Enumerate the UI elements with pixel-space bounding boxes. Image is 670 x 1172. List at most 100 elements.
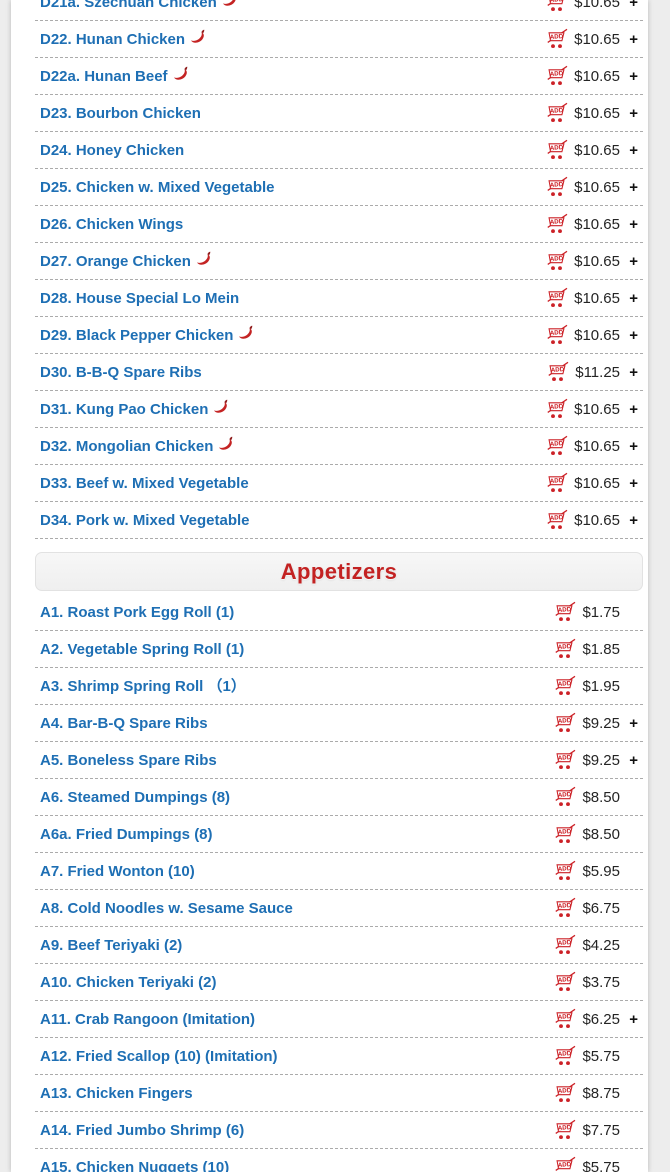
menu-item-link[interactable]: A6. Steamed Dumpings (8) [40, 788, 231, 806]
menu-item-link[interactable]: A9. Beef Teriyaki (2) [40, 936, 183, 954]
add-to-cart-icon[interactable]: ADD [553, 971, 576, 992]
menu-item-row: A13. Chicken Fingers ADD $8.75 [35, 1075, 643, 1112]
add-to-cart-icon[interactable]: ADD [545, 435, 568, 456]
add-to-cart-icon[interactable]: ADD [546, 361, 569, 382]
price-plus-indicator: + [629, 67, 638, 85]
menu-item-link[interactable]: A14. Fried Jumbo Shrimp (6) [40, 1121, 245, 1139]
menu-item-link[interactable]: A2. Vegetable Spring Roll (1) [40, 640, 245, 658]
add-to-cart-icon[interactable]: ADD [545, 472, 568, 493]
item-price: $10.65 [574, 141, 620, 159]
add-to-cart-icon[interactable]: ADD [553, 749, 576, 770]
menu-item-link[interactable]: D23. Bourbon Chicken [40, 104, 201, 122]
add-to-cart-icon[interactable]: ADD [545, 398, 568, 419]
add-to-cart-icon[interactable]: ADD [545, 213, 568, 234]
menu-item-link[interactable]: D22. Hunan Chicken [40, 30, 186, 48]
add-to-cart-icon[interactable]: ADD [553, 675, 576, 696]
add-to-cart-icon[interactable]: ADD [553, 712, 576, 733]
price-plus-indicator: + [629, 252, 638, 270]
add-to-cart-icon[interactable]: ADD [553, 934, 576, 955]
add-to-cart-icon[interactable]: ADD [545, 324, 568, 345]
svg-text:ADD: ADD [558, 1013, 572, 1021]
add-to-cart-icon[interactable]: ADD [553, 601, 576, 622]
menu-item-row: A6a. Fried Dumpings (8) ADD $8.50 [35, 816, 643, 853]
svg-text:ADD: ADD [558, 1124, 572, 1132]
chili-pepper-icon [218, 436, 236, 453]
item-price: $10.65 [574, 30, 620, 48]
section-header-appetizers: Appetizers [35, 552, 643, 591]
add-to-cart-icon[interactable]: ADD [545, 509, 568, 530]
menu-item-link[interactable]: A4. Bar-B-Q Spare Ribs [40, 714, 208, 732]
svg-text:ADD: ADD [550, 255, 564, 263]
item-price: $9.25 [582, 714, 620, 732]
add-to-cart-icon[interactable]: ADD [553, 823, 576, 844]
menu-item-link[interactable]: A7. Fried Wonton (10) [40, 862, 195, 880]
menu-item-link[interactable]: A8. Cold Noodles w. Sesame Sauce [40, 899, 293, 917]
item-price: $10.65 [574, 252, 620, 270]
menu-item-link[interactable]: A5. Boneless Spare Ribs [40, 751, 217, 769]
menu-item-link[interactable]: D31. Kung Pao Chicken [40, 400, 209, 418]
add-to-cart-icon[interactable]: ADD [545, 0, 568, 12]
svg-text:ADD: ADD [550, 70, 564, 78]
add-to-cart-icon[interactable]: ADD [553, 638, 576, 659]
price-plus-indicator: + [629, 0, 638, 11]
menu-item-row: A4. Bar-B-Q Spare Ribs ADD $9.25 + [35, 705, 643, 742]
menu-item-link[interactable]: D25. Chicken w. Mixed Vegetable [40, 178, 275, 196]
add-to-cart-icon[interactable]: ADD [553, 1045, 576, 1066]
add-to-cart-icon[interactable]: ADD [545, 250, 568, 271]
menu-item-row: A11. Crab Rangoon (Imitation) ADD $6.25 [35, 1001, 643, 1038]
menu-item-link[interactable]: D27. Orange Chicken [40, 252, 191, 270]
add-to-cart-icon[interactable]: ADD [553, 1119, 576, 1140]
menu-page-card: D21a. Szechuan Chicken ADD $10.65 + [11, 0, 648, 1172]
menu-item-row: D31. Kung Pao Chicken ADD $10.65 + [35, 391, 643, 428]
add-to-cart-icon[interactable]: ADD [553, 897, 576, 918]
menu-item-link[interactable]: A10. Chicken Teriyaki (2) [40, 973, 217, 991]
chili-pepper-icon [213, 399, 231, 416]
menu-item-link[interactable]: A6a. Fried Dumpings (8) [40, 825, 213, 843]
menu-item-link[interactable]: D29. Black Pepper Chicken [40, 326, 234, 344]
menu-item-link[interactable]: D30. B-B-Q Spare Ribs [40, 363, 202, 381]
svg-text:ADD: ADD [550, 181, 564, 189]
add-to-cart-icon[interactable]: ADD [545, 65, 568, 86]
menu-item-row: D30. B-B-Q Spare Ribs ADD $11.25 + [35, 354, 643, 391]
chili-pepper-icon [196, 251, 214, 268]
add-to-cart-icon[interactable]: ADD [545, 139, 568, 160]
item-price: $7.75 [582, 1121, 620, 1139]
svg-text:ADD: ADD [550, 218, 564, 226]
add-to-cart-icon[interactable]: ADD [545, 102, 568, 123]
add-to-cart-icon[interactable]: ADD [545, 287, 568, 308]
menu-item-row: A15. Chicken Nuggets (10) ADD $5.75 [35, 1149, 643, 1172]
menu-item-row: A9. Beef Teriyaki (2) ADD $4.25 [35, 927, 643, 964]
menu-item-row: A14. Fried Jumbo Shrimp (6) ADD $7.75 [35, 1112, 643, 1149]
menu-item-link[interactable]: A1. Roast Pork Egg Roll (1) [40, 603, 235, 621]
menu-item-link[interactable]: A3. Shrimp Spring Roll （1） [40, 677, 246, 695]
item-price: $6.25 [582, 1010, 620, 1028]
menu-item-link[interactable]: D34. Pork w. Mixed Vegetable [40, 511, 250, 529]
menu-item-link[interactable]: A13. Chicken Fingers [40, 1084, 193, 1102]
menu-item-link[interactable]: A12. Fried Scallop (10) (Imitation) [40, 1047, 278, 1065]
menu-item-link[interactable]: D22a. Hunan Beef [40, 67, 168, 85]
menu-item-link[interactable]: D21a. Szechuan Chicken [40, 0, 217, 11]
menu-item-link[interactable]: A15. Chicken Nuggets (10) [40, 1158, 230, 1172]
menu-item-link[interactable]: D26. Chicken Wings [40, 215, 184, 233]
svg-text:ADD: ADD [558, 643, 572, 651]
menu-item-link[interactable]: D33. Beef w. Mixed Vegetable [40, 474, 249, 492]
add-to-cart-icon[interactable]: ADD [553, 786, 576, 807]
menu-item-link[interactable]: D24. Honey Chicken [40, 141, 185, 159]
add-to-cart-icon[interactable]: ADD [545, 28, 568, 49]
price-plus-indicator: + [629, 178, 638, 196]
menu-item-row: A6. Steamed Dumpings (8) ADD $8.50 [35, 779, 643, 816]
svg-text:ADD: ADD [550, 144, 564, 152]
item-price: $1.95 [582, 677, 620, 695]
add-to-cart-icon[interactable]: ADD [545, 176, 568, 197]
add-to-cart-icon[interactable]: ADD [553, 1082, 576, 1103]
price-plus-indicator: + [629, 474, 638, 492]
add-to-cart-icon[interactable]: ADD [553, 1008, 576, 1029]
menu-item-row: D28. House Special Lo Mein ADD $10.65 [35, 280, 643, 317]
add-to-cart-icon[interactable]: ADD [553, 860, 576, 881]
add-to-cart-icon[interactable]: ADD [553, 1156, 576, 1172]
svg-text:ADD: ADD [558, 606, 572, 614]
section-title: Appetizers [280, 558, 398, 584]
menu-item-link[interactable]: D32. Mongolian Chicken [40, 437, 214, 455]
menu-item-link[interactable]: D28. House Special Lo Mein [40, 289, 240, 307]
menu-item-link[interactable]: A11. Crab Rangoon (Imitation) [40, 1010, 256, 1028]
